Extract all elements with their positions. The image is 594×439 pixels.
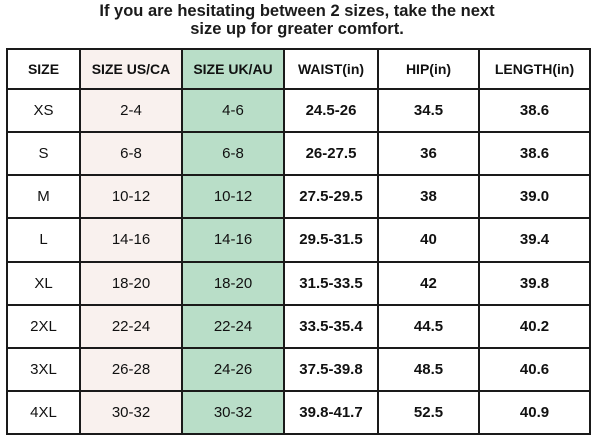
cell-waist: 37.5-39.8 xyxy=(283,346,379,392)
cell-us-ca: 2-4 xyxy=(79,87,183,134)
header-waist: WAIST(in) xyxy=(283,48,379,90)
cell-size: 4XL xyxy=(6,389,81,436)
cell-us-ca: 18-20 xyxy=(79,260,183,306)
cell-hip: 52.5 xyxy=(377,389,480,436)
cell-size: 2XL xyxy=(6,303,81,349)
table-header-row: SIZE SIZE US/CA SIZE UK/AU WAIST(in) HIP… xyxy=(6,48,591,90)
cell-uk-au: 24-26 xyxy=(181,346,285,392)
cell-size: XL xyxy=(6,260,81,306)
table-row: L 14-16 14-16 29.5-31.5 40 39.4 xyxy=(6,217,591,263)
size-advice-line-1: If you are hesitating between 2 sizes, t… xyxy=(99,2,495,20)
cell-uk-au: 30-32 xyxy=(181,389,285,436)
cell-waist: 26-27.5 xyxy=(283,131,379,177)
cell-length: 40.2 xyxy=(478,303,591,349)
cell-us-ca: 26-28 xyxy=(79,346,183,392)
cell-uk-au: 6-8 xyxy=(181,131,285,177)
header-size-uk-au: SIZE UK/AU xyxy=(181,48,285,90)
cell-hip: 42 xyxy=(377,260,480,306)
cell-us-ca: 22-24 xyxy=(79,303,183,349)
cell-uk-au: 22-24 xyxy=(181,303,285,349)
cell-us-ca: 6-8 xyxy=(79,131,183,177)
cell-waist: 31.5-33.5 xyxy=(283,260,379,306)
cell-length: 40.9 xyxy=(478,389,591,436)
cell-size: 3XL xyxy=(6,346,81,392)
cell-size: S xyxy=(6,131,81,177)
cell-hip: 34.5 xyxy=(377,87,480,134)
cell-waist: 29.5-31.5 xyxy=(283,217,379,263)
cell-size: XS xyxy=(6,87,81,134)
header-length: LENGTH(in) xyxy=(478,48,591,90)
size-chart-table: SIZE SIZE US/CA SIZE UK/AU WAIST(in) HIP… xyxy=(6,48,591,436)
cell-waist: 27.5-29.5 xyxy=(283,174,379,220)
size-advice-line-2: size up for greater comfort. xyxy=(190,19,404,38)
table-row: 4XL 30-32 30-32 39.8-41.7 52.5 40.9 xyxy=(6,389,591,436)
cell-us-ca: 30-32 xyxy=(79,389,183,436)
cell-waist: 24.5-26 xyxy=(283,87,379,134)
header-size-us-ca: SIZE US/CA xyxy=(79,48,183,90)
table-row: 3XL 26-28 24-26 37.5-39.8 48.5 40.6 xyxy=(6,346,591,392)
cell-us-ca: 10-12 xyxy=(79,174,183,220)
cell-hip: 40 xyxy=(377,217,480,263)
cell-length: 39.0 xyxy=(478,174,591,220)
table-row: XL 18-20 18-20 31.5-33.5 42 39.8 xyxy=(6,260,591,306)
cell-hip: 48.5 xyxy=(377,346,480,392)
header-size: SIZE xyxy=(6,48,81,90)
cell-length: 39.4 xyxy=(478,217,591,263)
cell-uk-au: 10-12 xyxy=(181,174,285,220)
cell-hip: 38 xyxy=(377,174,480,220)
cell-length: 38.6 xyxy=(478,87,591,134)
cell-length: 38.6 xyxy=(478,131,591,177)
cell-length: 39.8 xyxy=(478,260,591,306)
table-row: S 6-8 6-8 26-27.5 36 38.6 xyxy=(6,131,591,177)
cell-uk-au: 4-6 xyxy=(181,87,285,134)
cell-length: 40.6 xyxy=(478,346,591,392)
cell-waist: 39.8-41.7 xyxy=(283,389,379,436)
cell-waist: 33.5-35.4 xyxy=(283,303,379,349)
size-chart-body: XS 2-4 4-6 24.5-26 34.5 38.6 S 6-8 6-8 2… xyxy=(6,87,591,436)
table-row: M 10-12 10-12 27.5-29.5 38 39.0 xyxy=(6,174,591,220)
table-row: 2XL 22-24 22-24 33.5-35.4 44.5 40.2 xyxy=(6,303,591,349)
cell-size: L xyxy=(6,217,81,263)
cell-us-ca: 14-16 xyxy=(79,217,183,263)
table-row: XS 2-4 4-6 24.5-26 34.5 38.6 xyxy=(6,87,591,134)
cell-uk-au: 14-16 xyxy=(181,217,285,263)
cell-size: M xyxy=(6,174,81,220)
cell-hip: 36 xyxy=(377,131,480,177)
cell-hip: 44.5 xyxy=(377,303,480,349)
size-advice-header: If you are hesitating between 2 sizes, t… xyxy=(0,2,594,38)
header-hip: HIP(in) xyxy=(377,48,480,90)
cell-uk-au: 18-20 xyxy=(181,260,285,306)
